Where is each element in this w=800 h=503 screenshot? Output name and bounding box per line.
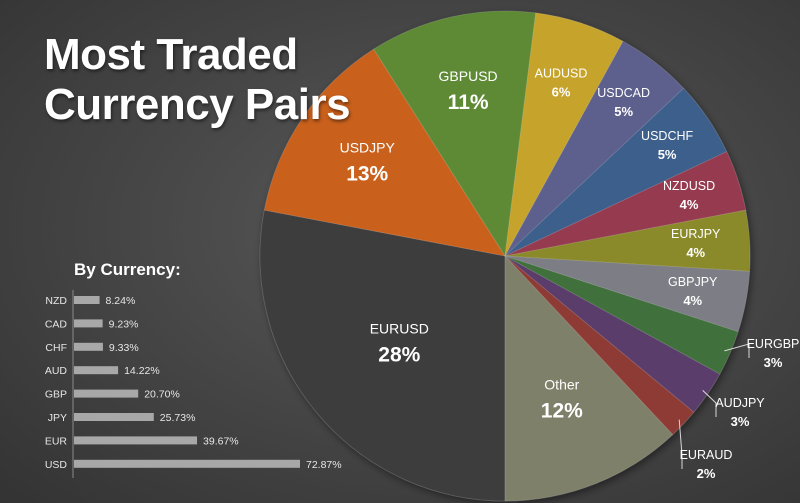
pie-leader-line-euraud: [678, 419, 683, 469]
pie-value-eurjpy: 4%: [686, 245, 705, 260]
bar-value-cad: 9.23%: [109, 318, 139, 330]
pie-value-audjpy: 3%: [731, 414, 750, 429]
pie-value-other: 12%: [541, 400, 583, 423]
pie-slice-other: [504, 254, 674, 502]
pie-label-eurjpy: EURJPY: [671, 227, 721, 241]
bar-nzd: [74, 296, 100, 304]
chart-title: Most Traded Currency Pairs: [44, 30, 351, 130]
pie-label-gbpusd: GBPUSD: [439, 68, 498, 84]
bar-label-gbp: GBP: [45, 389, 67, 401]
pie-value-gbpusd: 11%: [448, 91, 489, 114]
pie-label-audjpy: AUDJPY: [715, 396, 765, 410]
pie-slice-gbpusd: [373, 10, 537, 258]
pie-label-nzdusd: NZDUSD: [663, 179, 715, 193]
pie-leader-line-eurgbp: [724, 343, 750, 358]
pie-value-eurgbp: 3%: [764, 355, 783, 370]
pie-label-eurgbp: EURGBP: [747, 337, 800, 351]
pie-slice-usdjpy: [263, 48, 506, 257]
bar-jpy: [74, 413, 154, 421]
pie-leader-line-audjpy: [702, 389, 717, 417]
pie-value-usdchf: 5%: [658, 147, 677, 162]
pie-value-nzdusd: 4%: [680, 197, 699, 212]
pie-value-usdjpy: 13%: [346, 162, 388, 185]
bar-label-chf: CHF: [45, 342, 67, 354]
pie-label-usdchf: USDCHF: [641, 129, 693, 143]
bar-value-jpy: 25.73%: [160, 412, 196, 424]
bar-value-chf: 9.33%: [109, 342, 139, 354]
pie-value-gbpjpy: 4%: [683, 293, 702, 308]
bar-usd: [74, 459, 300, 468]
bar-value-aud: 14.22%: [124, 365, 160, 377]
pie-label-eurusd: EURUSD: [370, 320, 429, 336]
bar-label-eur: EUR: [45, 435, 68, 447]
bar-label-usd: USD: [45, 459, 68, 471]
bar-value-usd: 72.87%: [306, 459, 342, 471]
pie-value-euraud: 2%: [697, 466, 716, 481]
chart-title-line1: Most Traded: [44, 30, 298, 79]
pie-value-audusd: 6%: [552, 85, 571, 100]
pie-label-usdjpy: USDJPY: [340, 139, 396, 155]
pie-value-usdcad: 5%: [614, 104, 633, 119]
pie-label-usdcad: USDCAD: [597, 86, 650, 100]
bar-label-aud: AUD: [45, 365, 68, 377]
bar-value-nzd: 8.24%: [106, 295, 136, 307]
bar-value-gbp: 20.70%: [144, 389, 180, 401]
bar-eur: [74, 436, 198, 445]
bar-chf: [74, 342, 103, 351]
chart-title-line2: Currency Pairs: [44, 80, 351, 129]
bar-gbp: [74, 389, 139, 398]
pie-label-other: Other: [544, 377, 579, 393]
bar-aud: [74, 366, 119, 375]
bar-label-cad: CAD: [45, 318, 68, 330]
bar-label-nzd: NZD: [45, 295, 67, 307]
bar-chart-title: By Currency:: [74, 260, 181, 279]
pie-slice-eurusd: [259, 209, 506, 502]
bar-cad: [74, 319, 103, 328]
bar-label-jpy: JPY: [48, 412, 67, 424]
pie-value-eurusd: 28%: [378, 343, 420, 366]
pie-label-audusd: AUDUSD: [535, 67, 588, 81]
pie-label-gbpjpy: GBPJPY: [668, 275, 718, 289]
bar-value-eur: 39.67%: [203, 435, 239, 447]
pie-label-euraud: EURAUD: [680, 448, 733, 462]
